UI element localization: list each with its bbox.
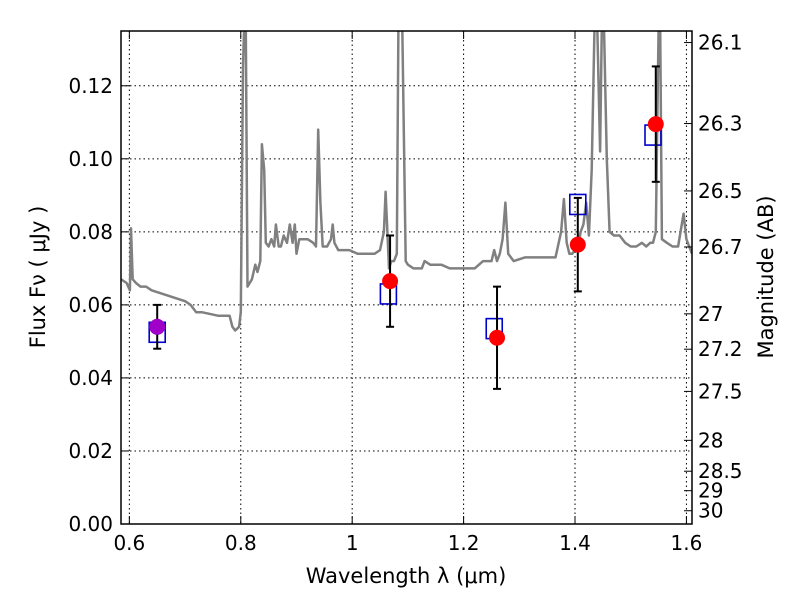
plot-frame bbox=[120, 30, 693, 525]
observed-point-0 bbox=[149, 318, 166, 335]
observed-point-4 bbox=[647, 116, 664, 133]
y-tick-label-6: 0.12 bbox=[68, 74, 113, 98]
model-spectrum-layer bbox=[121, 31, 692, 332]
y-tick-label-1: 0.02 bbox=[68, 439, 113, 463]
y-tick-label-0: 0.00 bbox=[68, 512, 113, 536]
y2-tick-label-9: 29 bbox=[698, 479, 723, 503]
y2-tick-label-5: 27.2 bbox=[698, 337, 743, 361]
ticks bbox=[121, 31, 692, 525]
x-tick-label-4: 1.4 bbox=[559, 531, 591, 555]
y2-tick-label-4: 27 bbox=[698, 302, 723, 326]
x-tick-label-2: 1 bbox=[346, 531, 359, 555]
y-axis-title: Flux Fν ( μJy ) bbox=[26, 206, 50, 349]
tick-labels: 0.6 0.8 1 1.2 1.4 1.6 0.00 0.02 0.04 0.06 0.08 0.10… bbox=[68, 31, 742, 555]
y2-tick-label-0: 26.1 bbox=[698, 31, 743, 55]
observed-points-layer bbox=[149, 65, 664, 390]
y2-tick-label-6: 27.5 bbox=[698, 379, 743, 403]
y2-axis-title: Magnitude (AB) bbox=[754, 195, 778, 358]
observed-point-2 bbox=[489, 329, 506, 346]
y-tick-label-2: 0.04 bbox=[68, 366, 113, 390]
model-spectrum-line bbox=[121, 31, 692, 332]
observed-point-1 bbox=[382, 273, 399, 290]
y-tick-label-3: 0.06 bbox=[68, 293, 113, 317]
x-tick-label-1: 0.8 bbox=[225, 531, 257, 555]
y2-tick-label-3: 26.7 bbox=[698, 235, 743, 259]
y-tick-label-5: 0.10 bbox=[68, 147, 113, 171]
y2-tick-label-7: 28 bbox=[698, 428, 723, 452]
y2-tick-label-10: 30 bbox=[698, 499, 723, 523]
x-tick-label-3: 1.2 bbox=[448, 531, 480, 555]
x-tick-label-0: 0.6 bbox=[113, 531, 145, 555]
y2-tick-label-1: 26.3 bbox=[698, 112, 743, 136]
y2-tick-label-8: 28.5 bbox=[698, 459, 743, 483]
y-tick-label-4: 0.08 bbox=[68, 220, 113, 244]
x-axis-title: Wavelength λ (μm) bbox=[306, 564, 507, 588]
observed-point-3 bbox=[569, 236, 586, 253]
y2-tick-label-2: 26.5 bbox=[698, 179, 743, 203]
x-tick-label-5: 1.6 bbox=[671, 531, 703, 555]
